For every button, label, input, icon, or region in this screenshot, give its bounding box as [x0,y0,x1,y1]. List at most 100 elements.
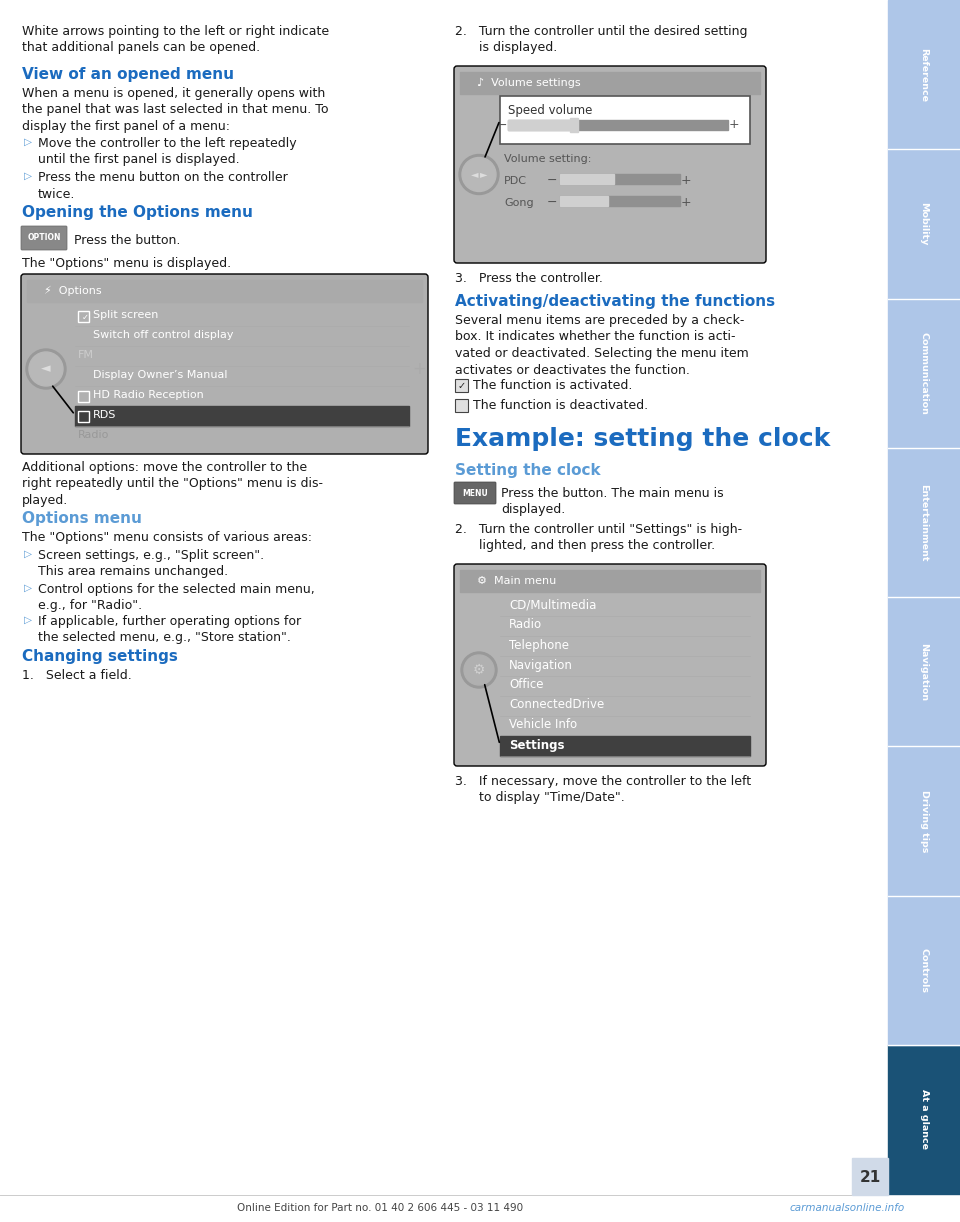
Text: Speed volume: Speed volume [508,104,592,117]
Bar [560,174,680,185]
FancyBboxPatch shape [454,66,766,263]
Text: ♪  Volume settings: ♪ Volume settings [477,78,581,88]
Bar [460,72,760,94]
Bar [508,120,574,130]
Bar [22,275,427,453]
FancyBboxPatch shape [454,481,496,503]
Text: OPTION: OPTION [27,233,60,242]
Text: −: − [547,174,557,187]
Text: +: + [681,196,691,209]
Bar [852,1158,888,1195]
Bar [455,67,765,262]
Text: +: + [412,360,426,378]
Text: Control options for the selected main menu,
e.g., for "Radio".: Control options for the selected main me… [38,583,315,612]
Text: If applicable, further operating options for
the selected menu, e.g., "Store sta: If applicable, further operating options… [38,615,301,644]
FancyBboxPatch shape [21,226,67,251]
Bar [888,896,960,1045]
Text: PDC: PDC [504,176,527,186]
Text: White arrows pointing to the left or right indicate
that additional panels can b: White arrows pointing to the left or rig… [22,24,329,55]
Bar [888,747,960,896]
Bar [888,149,960,298]
Text: Online Edition for Part no. 01 40 2 606 445 - 03 11 490: Online Edition for Part no. 01 40 2 606 … [237,1202,523,1213]
Text: Controls: Controls [920,947,928,992]
Circle shape [461,653,497,688]
Text: ▷: ▷ [24,171,32,181]
Text: Screen settings, e.g., "Split screen".
This area remains unchanged.: Screen settings, e.g., "Split screen". T… [38,549,264,578]
Text: ⚙  Main menu: ⚙ Main menu [477,576,556,587]
Bar [78,312,89,323]
Bar [500,736,750,756]
Text: ⚙: ⚙ [472,664,485,677]
Text: 2.   Turn the controller until "Settings" is high-
      lighted, and then press: 2. Turn the controller until "Settings" … [455,523,742,552]
Text: CD/Multimedia: CD/Multimedia [509,599,596,611]
Bar [0,1194,960,1222]
Text: The "Options" menu is displayed.: The "Options" menu is displayed. [22,257,231,270]
Text: Press the button.: Press the button. [74,233,180,247]
Bar [27,280,422,302]
Text: Communication: Communication [920,331,928,414]
Text: ◄: ◄ [471,170,479,180]
Text: Options menu: Options menu [22,511,142,525]
Text: Telephone: Telephone [509,639,569,651]
Circle shape [26,349,66,389]
Bar [78,391,89,402]
Text: ►: ► [480,170,488,180]
Bar [888,447,960,598]
Text: Reference: Reference [920,48,928,101]
Text: 3.   Press the controller.: 3. Press the controller. [455,273,603,285]
Text: Move the controller to the left repeatedly
until the first panel is displayed.: Move the controller to the left repeated… [38,137,297,166]
Text: Navigation: Navigation [509,659,573,672]
Text: 3.   If necessary, move the controller to the left
      to display "Time/Date".: 3. If necessary, move the controller to … [455,775,751,804]
Bar [508,120,728,130]
Text: Display Owner’s Manual: Display Owner’s Manual [93,370,228,380]
Text: Setting the clock: Setting the clock [455,463,601,478]
Bar [888,1045,960,1194]
Text: Vehicle Info: Vehicle Info [509,719,577,732]
Text: −: − [496,119,507,132]
Text: 1.   Select a field.: 1. Select a field. [22,668,132,682]
FancyBboxPatch shape [21,274,428,455]
Text: Additional options: move the controller to the
right repeatedly until the "Optio: Additional options: move the controller … [22,461,323,507]
Text: At a glance: At a glance [920,1089,928,1150]
Bar [560,196,680,207]
Bar [888,298,960,447]
Text: Split screen: Split screen [93,310,158,320]
Bar [570,119,578,132]
Text: RDS: RDS [93,411,116,420]
Bar [455,400,468,412]
Text: Driving tips: Driving tips [920,789,928,852]
Bar [560,174,614,185]
Bar [78,411,89,422]
Text: MENU: MENU [462,489,488,497]
Bar [455,379,468,392]
Text: ✓: ✓ [457,380,466,391]
Text: ConnectedDrive: ConnectedDrive [509,699,604,711]
Text: Mobility: Mobility [920,202,928,246]
Text: +: + [681,174,691,187]
Text: Several menu items are preceded by a check-
box. It indicates whether the functi: Several menu items are preceded by a che… [455,314,749,376]
Text: Radio: Radio [509,618,542,632]
Text: −: − [547,196,557,209]
Bar [888,598,960,747]
Text: The function is activated.: The function is activated. [473,379,633,392]
Text: When a menu is opened, it generally opens with
the panel that was last selected : When a menu is opened, it generally open… [22,87,328,133]
Text: Navigation: Navigation [920,643,928,700]
Bar [75,406,409,426]
Text: View of an opened menu: View of an opened menu [22,67,234,82]
Text: FM: FM [78,349,94,360]
Bar [460,569,760,591]
Text: 2.   Turn the controller until the desired setting
      is displayed.: 2. Turn the controller until the desired… [455,24,748,55]
Text: 21: 21 [859,1169,880,1184]
Text: Example: setting the clock: Example: setting the clock [455,426,830,451]
Circle shape [29,352,63,386]
Text: Activating/deactivating the functions: Activating/deactivating the functions [455,295,775,309]
Text: ▷: ▷ [24,549,32,558]
Bar [455,565,765,765]
Circle shape [464,655,494,686]
Text: The function is deactivated.: The function is deactivated. [473,400,648,412]
Text: Office: Office [509,678,543,692]
Text: ◄: ◄ [41,363,51,375]
Text: Settings: Settings [509,738,564,752]
Text: Switch off control display: Switch off control display [93,330,233,340]
Text: ▷: ▷ [24,615,32,624]
